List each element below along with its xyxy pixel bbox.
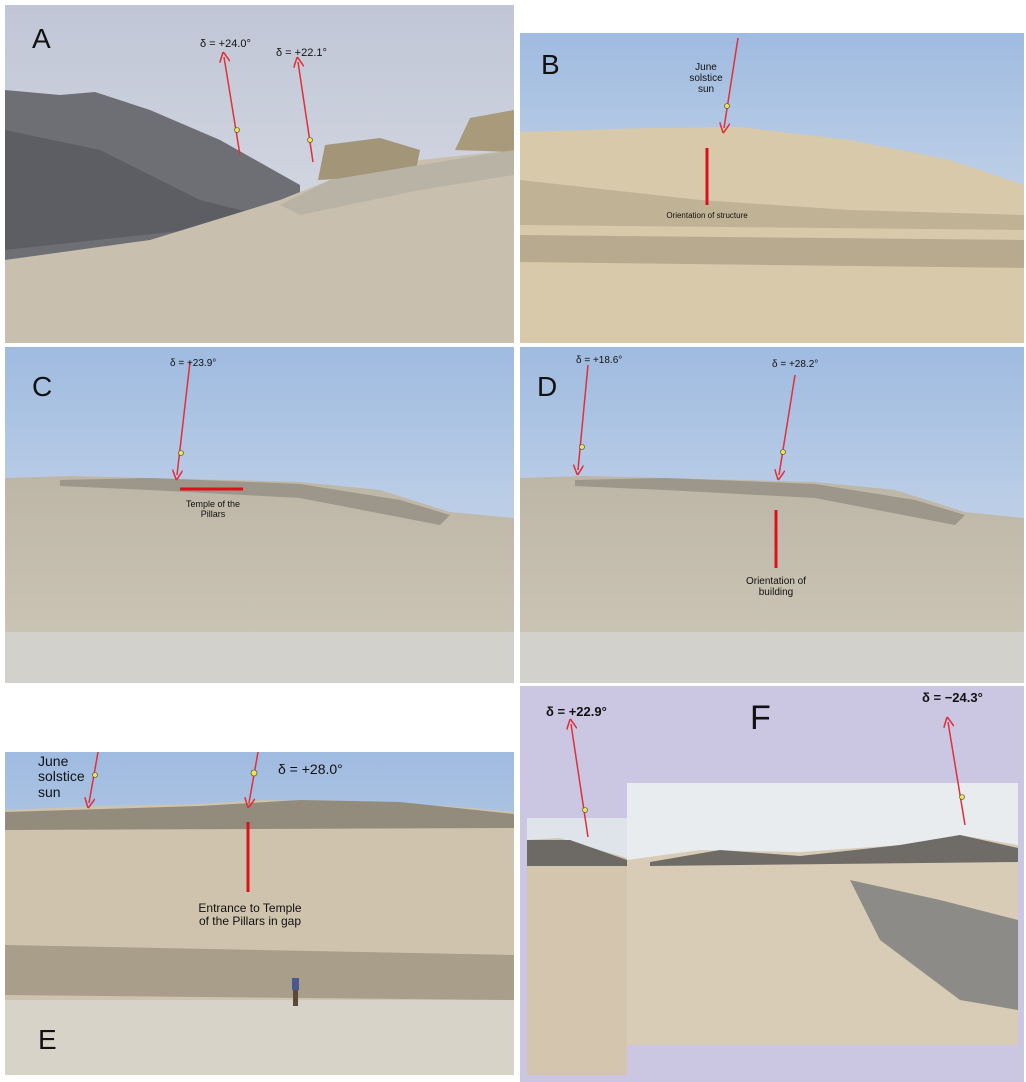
panel-label: E bbox=[38, 1025, 57, 1056]
annotation: δ = +23.9° bbox=[170, 358, 216, 369]
annotation: δ = −24.3° bbox=[922, 691, 983, 705]
photo-a bbox=[5, 5, 514, 343]
panel-label: C bbox=[32, 372, 52, 403]
annotation: Entrance to Temple of the Pillars in gap bbox=[195, 902, 305, 928]
annotation: June solstice sun bbox=[38, 754, 96, 800]
photo-f bbox=[520, 686, 1024, 1082]
annotation: Temple of the Pillars bbox=[178, 500, 248, 520]
photo-c bbox=[5, 347, 514, 683]
annotation: δ = +28.0° bbox=[278, 762, 343, 777]
annotation: δ = +22.1° bbox=[276, 47, 327, 59]
annotation: Orientation of structure bbox=[662, 212, 752, 221]
panel-label: A bbox=[32, 24, 51, 55]
annotation: Orientation of building bbox=[738, 576, 814, 598]
panel-label: B bbox=[541, 50, 560, 81]
photo-b bbox=[520, 33, 1024, 343]
photo-d bbox=[520, 347, 1024, 683]
photos bbox=[0, 0, 1026, 1082]
annotation: δ = +24.0° bbox=[200, 38, 251, 50]
panel-label: F bbox=[750, 700, 771, 737]
figure: A δ = +24.0° δ = +22.1° B June solstice … bbox=[0, 0, 1026, 1082]
annotation: δ = +28.2° bbox=[772, 359, 818, 370]
annotation: δ = +22.9° bbox=[546, 705, 607, 719]
annotation: June solstice sun bbox=[684, 62, 728, 95]
annotation: δ = +18.6° bbox=[576, 355, 622, 366]
panel-label: D bbox=[537, 372, 557, 403]
